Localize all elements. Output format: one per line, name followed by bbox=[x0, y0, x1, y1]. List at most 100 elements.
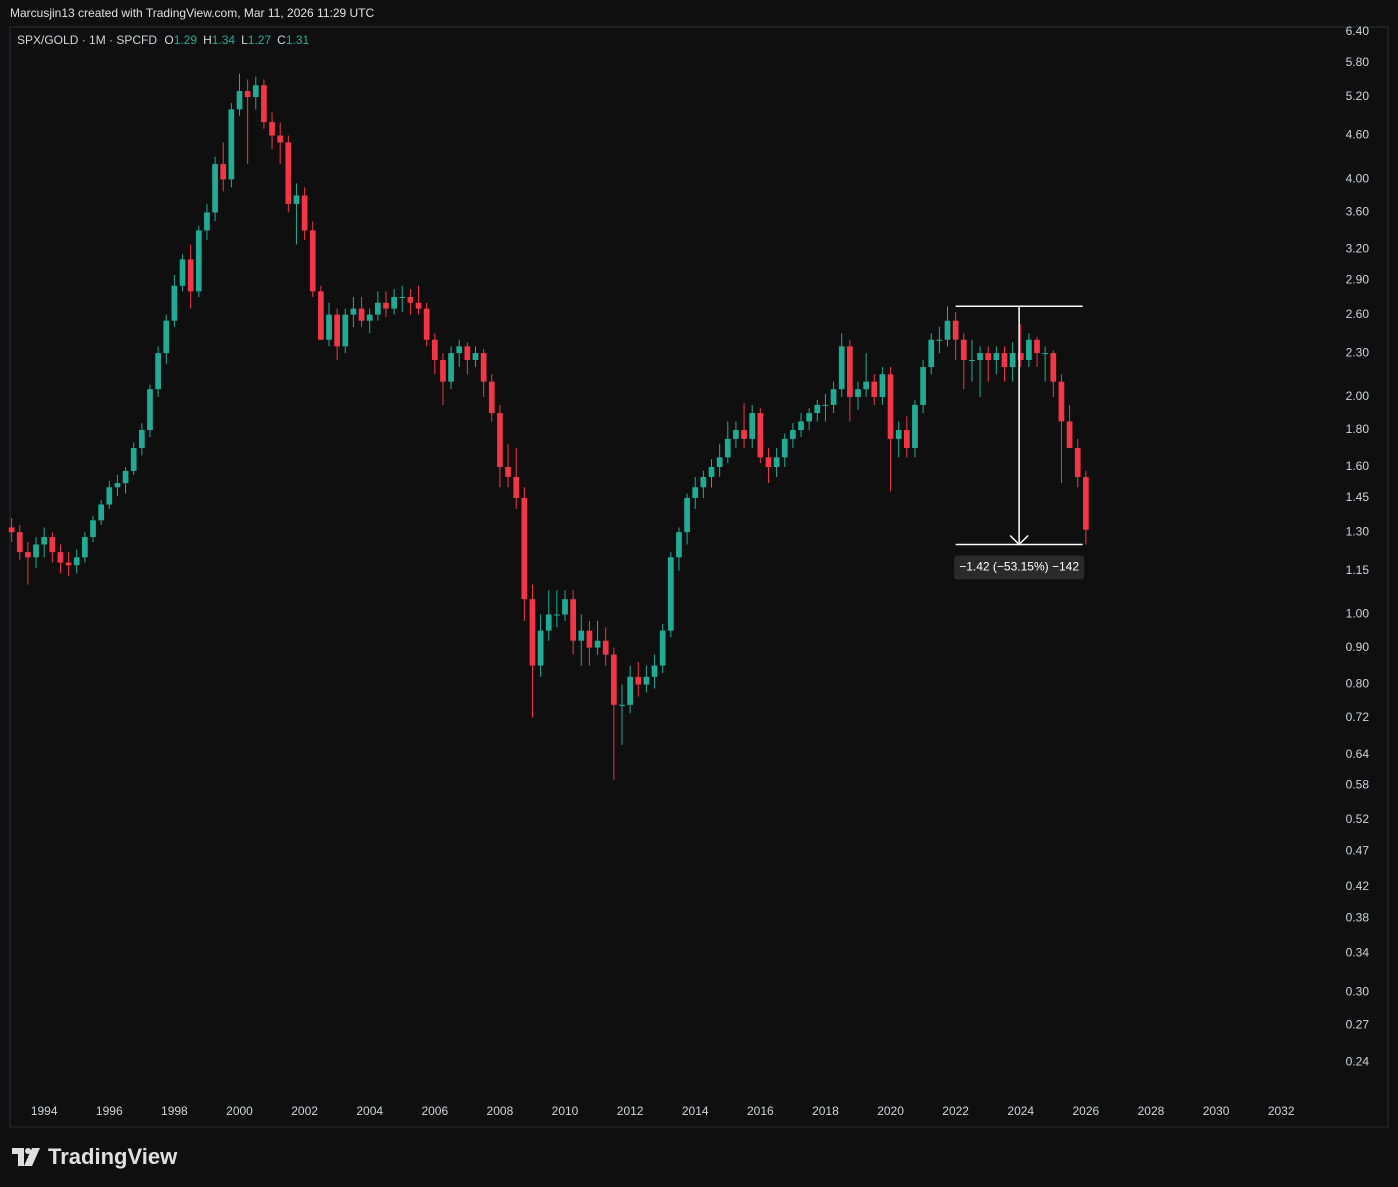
candle-body bbox=[472, 353, 479, 360]
candle-body bbox=[358, 308, 365, 321]
candle-body bbox=[781, 438, 788, 458]
y-tick-label: 4.00 bbox=[1346, 172, 1370, 186]
x-tick-label: 2032 bbox=[1268, 1104, 1295, 1118]
candle-body bbox=[261, 85, 267, 123]
candle-body bbox=[716, 457, 723, 467]
candle-body bbox=[708, 466, 715, 477]
x-tick-label: 2010 bbox=[552, 1104, 579, 1118]
candle-body bbox=[594, 640, 601, 648]
candle-body bbox=[586, 630, 593, 648]
candle-body bbox=[431, 339, 438, 360]
candle-body bbox=[830, 389, 837, 405]
candle-body bbox=[41, 537, 48, 545]
candle-body bbox=[57, 552, 64, 563]
candle-body bbox=[448, 353, 454, 382]
ohlc-name: O bbox=[164, 33, 174, 47]
candle-body bbox=[879, 374, 886, 397]
candle-body bbox=[749, 413, 756, 439]
candle-body bbox=[684, 497, 690, 533]
candle-body bbox=[1083, 476, 1089, 530]
y-tick-label: 6.40 bbox=[1346, 24, 1370, 38]
x-tick-label: 2012 bbox=[617, 1104, 644, 1118]
candle-body bbox=[497, 413, 503, 467]
candle-body bbox=[1017, 353, 1024, 360]
candle-body bbox=[399, 297, 406, 299]
candle-body bbox=[106, 487, 113, 505]
candle-body bbox=[204, 212, 210, 231]
candle-body bbox=[1026, 339, 1032, 360]
measure-label-box bbox=[954, 555, 1085, 580]
y-tick-label: 2.00 bbox=[1346, 389, 1370, 403]
candle-body bbox=[49, 537, 56, 553]
y-tick-label: 1.15 bbox=[1346, 563, 1370, 577]
candle-body bbox=[293, 195, 300, 204]
candle-body bbox=[529, 599, 536, 666]
candle-body bbox=[16, 532, 23, 553]
candle-body bbox=[724, 438, 731, 458]
candle-body bbox=[220, 164, 227, 180]
y-tick-label: 0.27 bbox=[1346, 1018, 1370, 1032]
y-tick-label: 0.38 bbox=[1346, 910, 1370, 924]
candle-body bbox=[537, 630, 544, 666]
logo-text: TradingView bbox=[48, 1144, 178, 1169]
candle-body bbox=[171, 285, 178, 321]
candle-body bbox=[1034, 339, 1040, 354]
candle-body bbox=[187, 259, 194, 292]
candle-body bbox=[676, 532, 682, 558]
y-tick-label: 0.42 bbox=[1346, 879, 1370, 893]
candle-body bbox=[383, 302, 389, 309]
candle-body bbox=[505, 466, 511, 477]
legend: SPX/GOLD · 1M · SPCFD O1.29 H1.34 L1.27 C1.… bbox=[17, 33, 315, 47]
candle-body bbox=[480, 353, 487, 382]
candle-body bbox=[554, 614, 560, 616]
candle-body bbox=[1050, 353, 1057, 382]
candle-body bbox=[643, 676, 650, 685]
x-tick-label: 2006 bbox=[421, 1104, 448, 1118]
candle-body bbox=[342, 314, 349, 347]
candle-body bbox=[1009, 353, 1016, 368]
candle-body bbox=[309, 230, 316, 292]
y-tick-label: 2.60 bbox=[1346, 307, 1370, 321]
candle-body bbox=[521, 497, 528, 600]
candle-body bbox=[440, 359, 446, 382]
y-tick-label: 0.52 bbox=[1346, 812, 1370, 826]
candle-body bbox=[952, 320, 959, 340]
candle-body bbox=[700, 476, 707, 488]
y-tick-label: 0.64 bbox=[1346, 747, 1370, 761]
candle-body bbox=[407, 297, 414, 303]
candle-body bbox=[350, 308, 357, 315]
candle-body bbox=[578, 630, 585, 641]
ohlc-value: 1.29 bbox=[173, 33, 198, 47]
x-tick-label: 2020 bbox=[877, 1104, 904, 1118]
candle-body bbox=[318, 291, 324, 340]
y-tick-label: 0.80 bbox=[1346, 677, 1370, 691]
y-tick-label: 2.90 bbox=[1346, 273, 1370, 287]
candle-body bbox=[244, 91, 251, 98]
candle-body bbox=[366, 314, 373, 321]
candle-body bbox=[90, 520, 96, 538]
candle-body bbox=[1042, 353, 1049, 355]
x-tick-label: 2024 bbox=[1007, 1104, 1034, 1118]
candle-body bbox=[773, 457, 780, 467]
candle-body bbox=[602, 640, 609, 655]
candle-body bbox=[269, 122, 275, 136]
candle-body bbox=[8, 527, 15, 533]
candle-body bbox=[1074, 447, 1081, 477]
ohlc-value: 1.34 bbox=[211, 33, 236, 47]
x-tick-label: 2022 bbox=[942, 1104, 969, 1118]
candle-body bbox=[98, 504, 104, 521]
candle-body bbox=[212, 164, 218, 213]
candle-body bbox=[25, 552, 31, 558]
candle-body bbox=[667, 557, 674, 631]
candle-body bbox=[822, 404, 829, 406]
candle-body bbox=[456, 346, 463, 354]
header: Marcusjin13 created with TradingView.com… bbox=[10, 6, 375, 20]
candle-body bbox=[798, 421, 804, 431]
candle-body bbox=[138, 430, 145, 448]
candle-body bbox=[936, 339, 943, 341]
candle-body bbox=[334, 314, 340, 347]
candle-body bbox=[903, 430, 910, 448]
y-tick-label: 1.60 bbox=[1346, 459, 1370, 473]
ohlc-value: 1.31 bbox=[285, 33, 310, 47]
